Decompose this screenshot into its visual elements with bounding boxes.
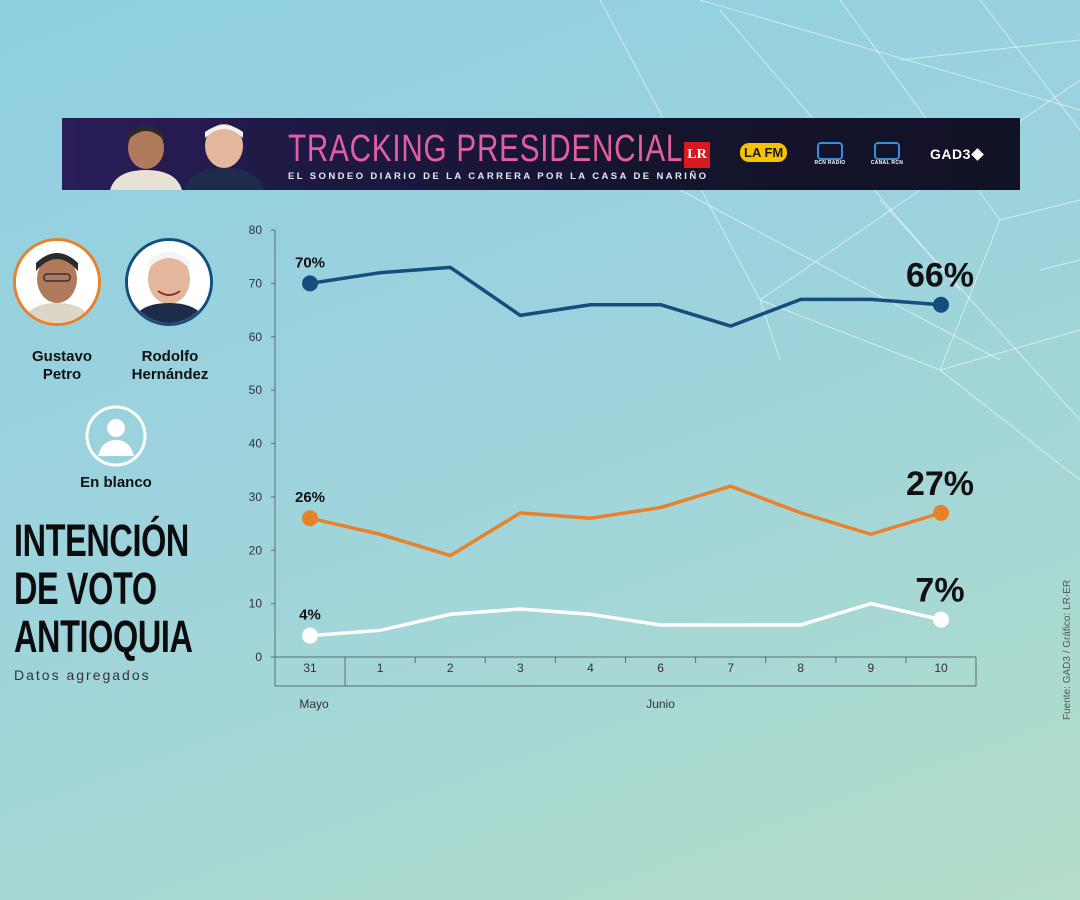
x-tick-label: 8 bbox=[797, 661, 804, 675]
hernandez-end-label: 66% bbox=[906, 257, 974, 295]
rcn-radio-logo: RCN RADIO bbox=[814, 142, 846, 166]
petro-start-point bbox=[302, 510, 318, 527]
petro-banner-photo bbox=[110, 126, 182, 190]
month-label: Mayo bbox=[299, 697, 329, 711]
hernandez-banner-photo bbox=[184, 124, 264, 190]
hernandez-start-point bbox=[302, 275, 318, 292]
chart-subheading: Datos agregados bbox=[14, 667, 151, 683]
x-tick-label: 9 bbox=[868, 661, 875, 675]
legend-hernandez-label: Rodolfo Hernández bbox=[131, 348, 209, 383]
banner-title: TRACKING PRESIDENCIAL bbox=[288, 128, 684, 170]
banner-subtitle: EL SONDEO DIARIO DE LA CARRERA POR LA CA… bbox=[288, 171, 709, 182]
x-tick-label: 31 bbox=[303, 661, 317, 675]
month-label: Junio bbox=[646, 697, 675, 711]
legend-petro-label: Gustavo Petro bbox=[31, 348, 92, 383]
petro-line bbox=[309, 484, 942, 558]
hernandez-avatar bbox=[125, 238, 213, 326]
y-tick-label: 30 bbox=[249, 490, 263, 504]
hernandez-start-label: 70% bbox=[295, 254, 325, 271]
petro-avatar bbox=[13, 238, 101, 326]
y-tick-label: 10 bbox=[249, 597, 263, 611]
gad3-logo: GAD3 bbox=[930, 146, 984, 162]
lr-logo: LR bbox=[684, 142, 710, 168]
y-tick-label: 20 bbox=[249, 543, 263, 557]
blanco-line bbox=[309, 601, 942, 638]
hernandez-line bbox=[309, 265, 942, 328]
x-tick-label: 7 bbox=[727, 661, 734, 675]
lafm-logo: LA FM bbox=[740, 143, 788, 162]
x-tick-label: 4 bbox=[587, 661, 594, 675]
canal-rcn-logo: CANAL RCN bbox=[870, 142, 904, 166]
y-tick-label: 50 bbox=[249, 383, 263, 397]
y-tick-label: 60 bbox=[249, 330, 263, 344]
user-icon bbox=[85, 405, 147, 467]
petro-start-label: 26% bbox=[295, 489, 325, 506]
blanco-start-label: 4% bbox=[299, 607, 321, 624]
x-tick-label: 6 bbox=[657, 661, 664, 675]
y-tick-label: 0 bbox=[255, 650, 262, 664]
blanco-start-point bbox=[302, 627, 318, 644]
petro-end-point bbox=[933, 504, 949, 521]
y-tick-label: 80 bbox=[249, 223, 263, 237]
petro-end-label: 27% bbox=[906, 465, 974, 503]
x-tick-label: 2 bbox=[447, 661, 454, 675]
chart-heading: INTENCIÓN DE VOTO ANTIOQUIA bbox=[14, 515, 193, 662]
blanco-end-label: 7% bbox=[915, 572, 964, 610]
petro-photo bbox=[16, 241, 98, 323]
blanco-end-point bbox=[933, 611, 949, 628]
legend-blanco-label: En blanco bbox=[80, 474, 152, 491]
x-tick-label: 10 bbox=[934, 661, 948, 675]
y-tick-label: 40 bbox=[249, 437, 263, 451]
x-tick-label: 3 bbox=[517, 661, 524, 675]
hernandez-photo bbox=[128, 241, 210, 323]
header-banner: TRACKING PRESIDENCIAL EL SONDEO DIARIO D… bbox=[62, 118, 1020, 190]
y-tick-label: 70 bbox=[249, 276, 263, 290]
hernandez-end-point bbox=[933, 296, 949, 313]
x-tick-label: 1 bbox=[377, 661, 384, 675]
